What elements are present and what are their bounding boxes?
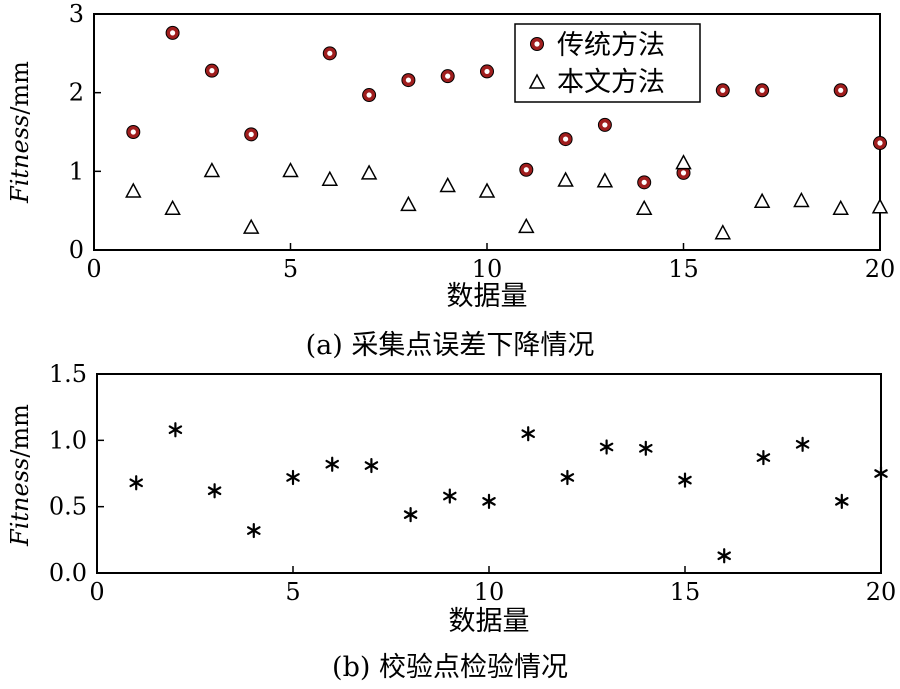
chart-b-x-tick-label: 15 xyxy=(670,578,701,606)
point-check xyxy=(835,493,849,509)
point-check xyxy=(168,422,183,438)
chart-b-y-axis-label: Fitness/mm xyxy=(6,404,34,547)
point-check xyxy=(325,456,339,472)
point-proposed xyxy=(832,199,849,216)
legend-label-proposed: 本文方法 xyxy=(557,67,665,98)
chart-a-plot-frame xyxy=(93,13,881,251)
point-traditional xyxy=(558,132,573,147)
chart-b-x-tick-label: 20 xyxy=(866,578,897,606)
point-proposed xyxy=(635,199,653,216)
point-check xyxy=(403,507,418,523)
point-proposed xyxy=(164,199,181,216)
point-check xyxy=(364,457,379,474)
chart-b-y-tick-label: 0.5 xyxy=(49,493,87,521)
chart-b-x-tick-label: 5 xyxy=(285,578,300,606)
chart-b-points xyxy=(129,422,888,564)
legend-marker-circle xyxy=(530,37,544,51)
point-traditional xyxy=(833,83,848,98)
chart-a-points xyxy=(125,25,889,240)
point-check xyxy=(286,469,300,486)
chart-a-x-tick-label: 5 xyxy=(283,255,298,283)
point-proposed xyxy=(557,171,574,187)
chart-a: 0 5 10 15 20 0 1 2 3 Fitness/mm 数据量 (a) 采集点误差下降情… xyxy=(6,0,895,361)
point-traditional xyxy=(597,117,612,132)
point-proposed xyxy=(871,198,889,214)
point-proposed xyxy=(793,191,810,208)
chart-a-y-tick-label: 3 xyxy=(69,0,84,28)
chart-a-x-tick-label: 0 xyxy=(86,255,101,283)
chart-a-ticks xyxy=(93,13,881,251)
chart-b-x-tick-label: 0 xyxy=(89,578,104,606)
point-traditional xyxy=(165,25,180,40)
chart-b-y-tick-label: 0.0 xyxy=(49,559,87,587)
chart-a-x-tick-label: 10 xyxy=(472,255,503,283)
chart-a-x-tick-label: 20 xyxy=(865,255,896,283)
point-check xyxy=(247,522,261,539)
point-check xyxy=(129,475,143,491)
chart-a-legend: 传统方法 本文方法 xyxy=(514,23,701,103)
point-traditional xyxy=(519,162,534,177)
point-proposed xyxy=(518,217,535,234)
point-check xyxy=(639,440,653,456)
point-traditional xyxy=(480,64,494,79)
point-traditional xyxy=(755,83,770,98)
point-proposed xyxy=(125,182,142,198)
point-proposed xyxy=(675,154,692,170)
point-traditional xyxy=(440,69,455,84)
point-check xyxy=(874,465,888,482)
chart-a-y-tick-label: 2 xyxy=(69,79,84,107)
chart-a-x-axis-label: 数据量 xyxy=(447,281,528,312)
point-check xyxy=(756,449,771,466)
point-traditional xyxy=(401,73,416,88)
legend-marker-triangle xyxy=(528,73,546,89)
point-traditional xyxy=(322,46,337,61)
point-check xyxy=(443,488,457,504)
point-proposed xyxy=(203,161,221,178)
point-proposed xyxy=(439,176,456,193)
point-traditional xyxy=(362,88,377,103)
point-check xyxy=(521,426,535,442)
point-traditional xyxy=(637,175,652,190)
point-traditional xyxy=(126,125,141,139)
chart-b-x-tick-label: 10 xyxy=(474,578,505,606)
chart-a-y-tick-label: 1 xyxy=(69,157,84,185)
point-traditional xyxy=(873,136,887,151)
legend-label-traditional: 传统方法 xyxy=(557,30,665,61)
chart-a-tick-labels: 0 5 10 15 20 0 1 2 3 xyxy=(69,0,896,283)
chart-a-y-axis-label: Fitness/mm xyxy=(6,61,34,204)
chart-b-x-axis-label: 数据量 xyxy=(449,606,530,637)
point-check xyxy=(678,472,692,488)
point-proposed xyxy=(478,182,496,198)
point-traditional xyxy=(244,127,259,142)
chart-b-plot-frame xyxy=(96,373,882,574)
point-proposed xyxy=(400,195,417,212)
chart-a-y-tick-label: 0 xyxy=(69,236,84,264)
point-proposed xyxy=(753,192,771,208)
point-traditional xyxy=(715,83,730,98)
point-traditional xyxy=(204,63,219,78)
point-proposed xyxy=(360,164,378,180)
point-check xyxy=(482,493,496,509)
point-proposed xyxy=(242,218,260,234)
point-proposed xyxy=(321,170,339,186)
chart-b-tick-labels: 0 5 10 15 20 0.0 0.5 1.0 1.5 xyxy=(49,360,896,606)
chart-a-caption: (a) 采集点误差下降情况 xyxy=(306,330,595,361)
point-check xyxy=(599,439,614,455)
chart-b-caption: (b) 校验点检验情况 xyxy=(332,652,568,683)
point-proposed xyxy=(714,224,732,240)
chart-b-y-tick-label: 1.5 xyxy=(49,360,87,388)
chart-b-ticks xyxy=(96,373,882,574)
point-check xyxy=(717,548,731,564)
point-proposed xyxy=(596,172,614,188)
point-check xyxy=(560,469,575,486)
point-check xyxy=(207,483,222,499)
chart-a-x-tick-label: 15 xyxy=(668,255,699,283)
chart-b: 0 5 10 15 20 0.0 0.5 1.0 1.5 Fitness/mm 数据量 (b) … xyxy=(6,360,896,683)
chart-b-y-tick-label: 1.0 xyxy=(49,426,87,454)
point-check xyxy=(795,436,810,452)
chart-a-legend-box xyxy=(514,23,701,103)
point-proposed xyxy=(282,161,299,178)
